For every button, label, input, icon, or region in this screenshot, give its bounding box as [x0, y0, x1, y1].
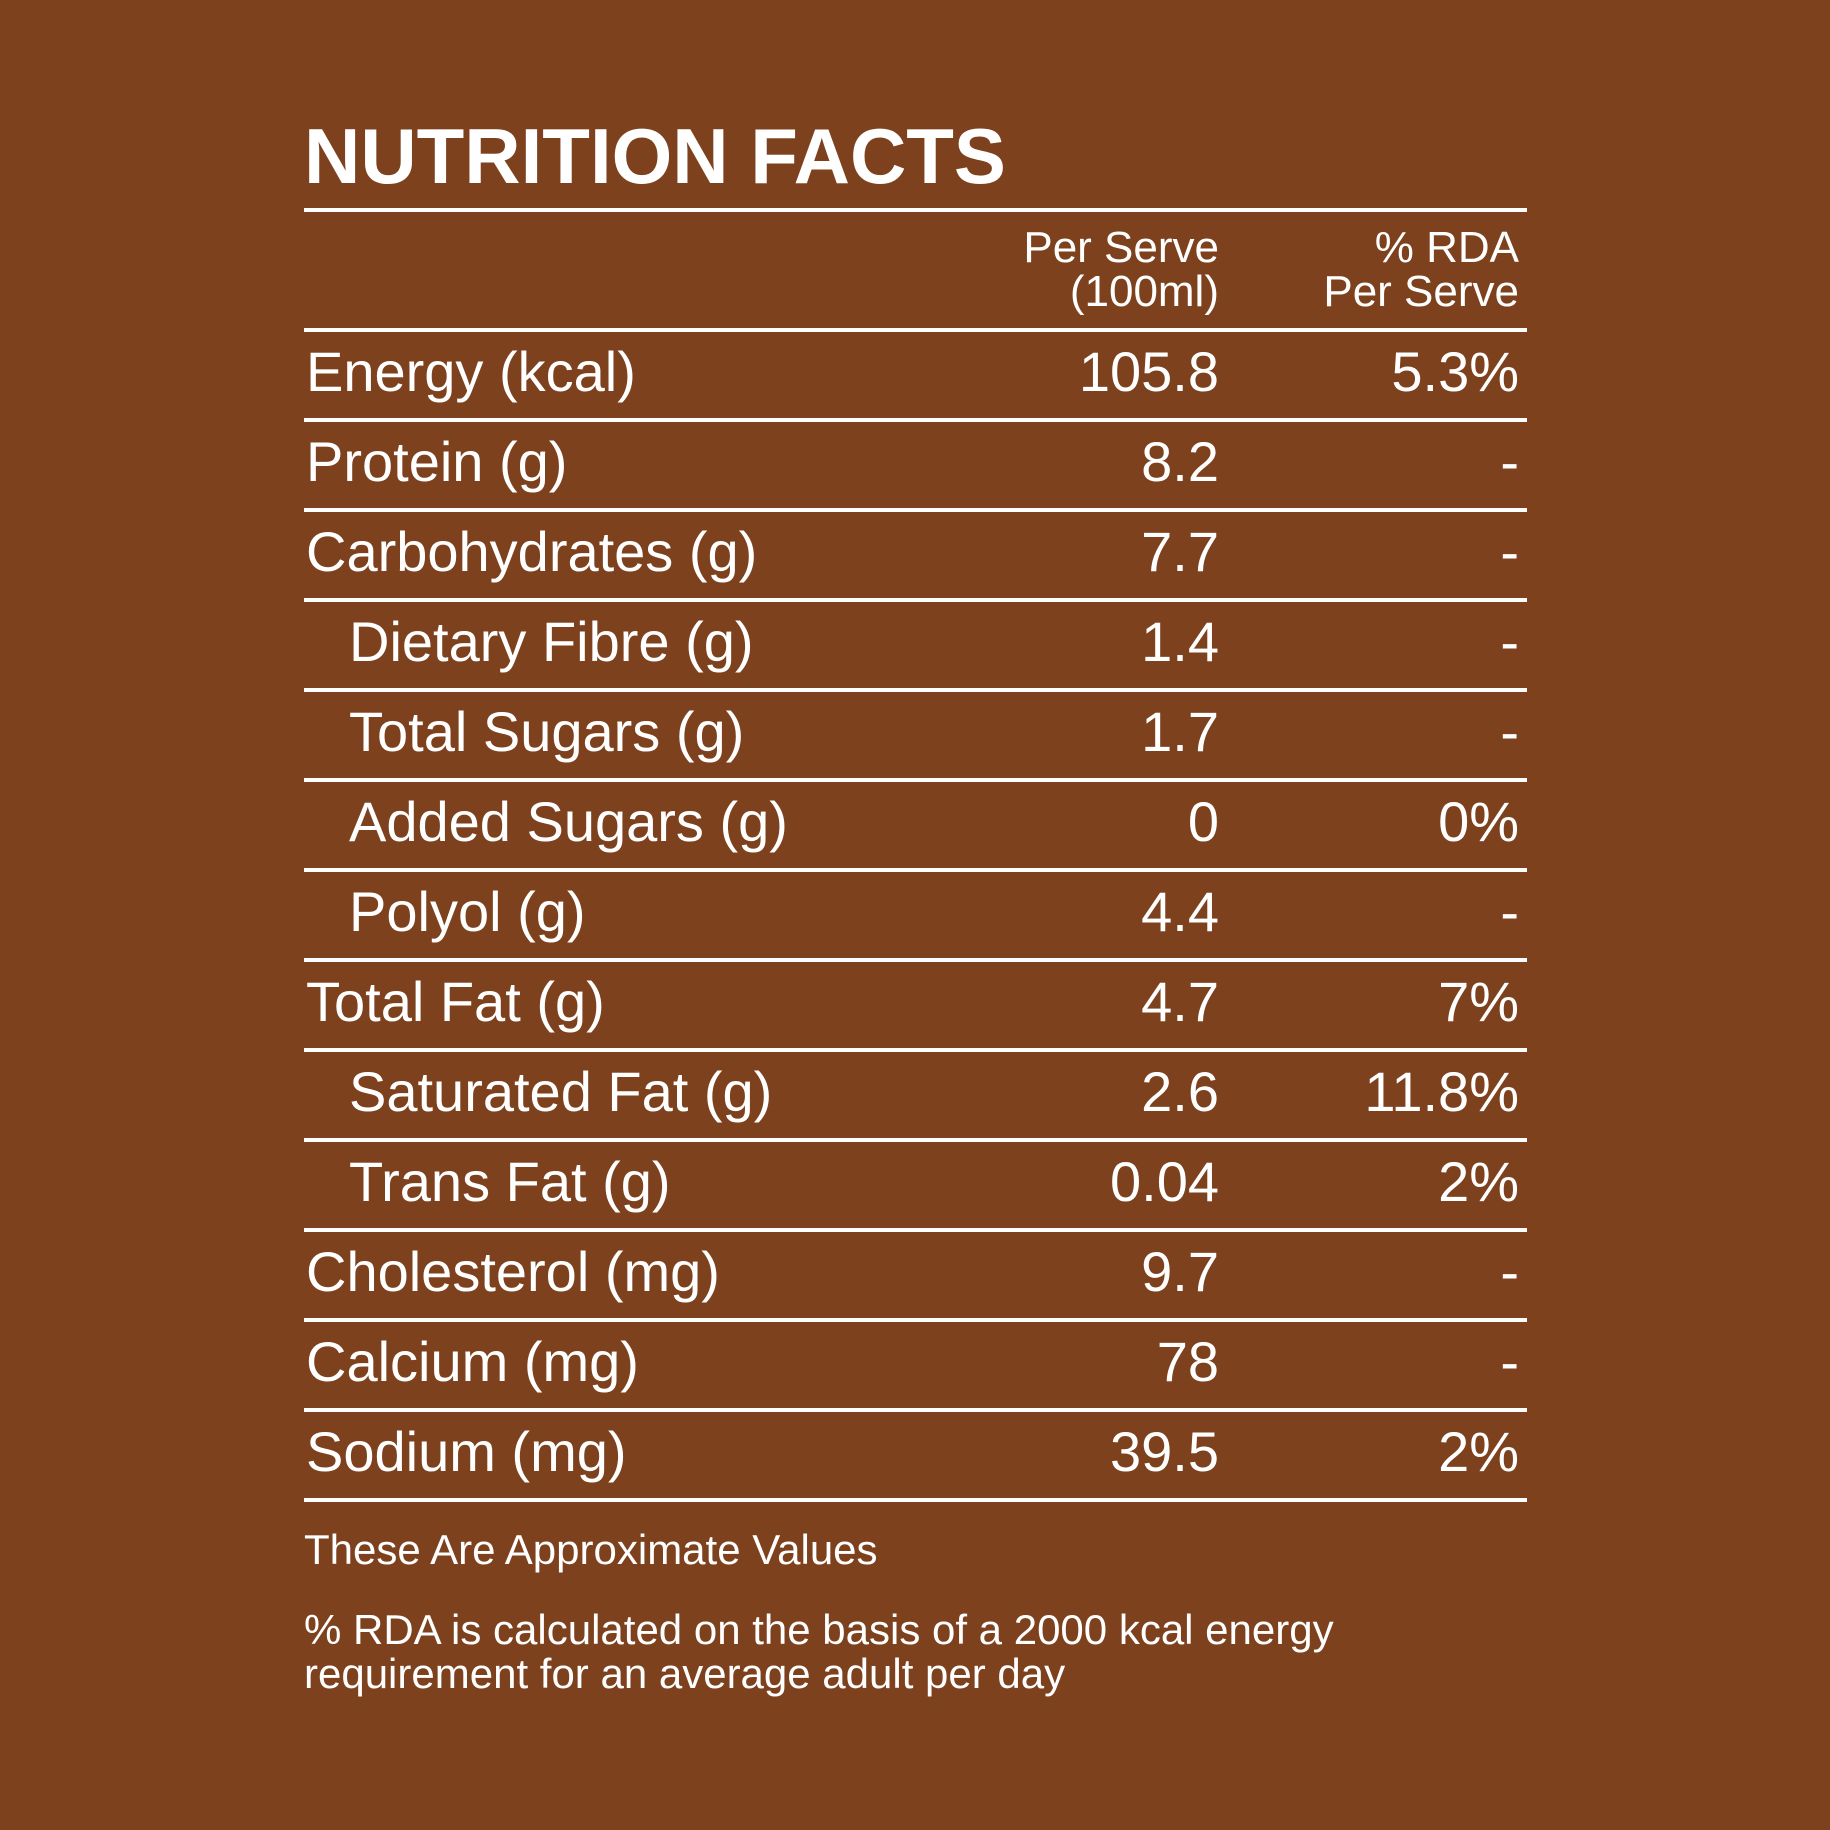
nutrient-label: Protein (g): [306, 430, 568, 493]
per-serve-value: 1.7: [1141, 700, 1219, 763]
nutrition-table-body: Energy (kcal) 105.8 5.3% Protein (g) 8.2- Car…: [304, 332, 1527, 1502]
table-header: Per Serve (100ml) % RDA Per Serve: [304, 212, 1527, 328]
nutrient-label: Carbohydrates (g): [306, 520, 758, 583]
table-row: Saturated Fat (g) 2.6 11.8%: [304, 1052, 1527, 1142]
approx-values-note-text: These Are Approximate Values: [304, 1526, 878, 1573]
table-row: Sodium (mg) 39.5 2%: [304, 1412, 1527, 1502]
per-serve-value: 2.6: [1141, 1060, 1219, 1123]
table-row: Polyol (g) 4.4 -: [304, 872, 1527, 962]
rda-value: 2%: [1438, 1150, 1519, 1213]
table-row: Added Sugars (g) 0 0%: [304, 782, 1527, 872]
column-header-per-serve: Per Serve (100ml): [1023, 226, 1219, 314]
nutrient-label: Total Sugars (g): [349, 700, 745, 763]
nutrient-label: Energy (kcal): [306, 340, 636, 403]
rda-value: 7%: [1438, 970, 1519, 1033]
rda-value: -: [1500, 520, 1519, 583]
nutrient-label: Calcium (mg): [306, 1330, 639, 1393]
column-header-rda-line-2: Per Serve: [1323, 267, 1519, 316]
column-header-rda: % RDA Per Serve: [1323, 226, 1519, 314]
rda-value: -: [1500, 700, 1519, 763]
approx-values-note: These Are Approximate Values: [304, 1528, 1544, 1572]
rda-value: 11.8%: [1364, 1060, 1519, 1123]
nutrient-label: Added Sugars (g): [349, 790, 788, 853]
nutrient-label: Total Fat (g): [306, 970, 605, 1033]
per-serve-value: 7.7: [1141, 520, 1219, 583]
nutrient-label: Trans Fat (g): [349, 1150, 671, 1213]
per-serve-value: 78: [1156, 1330, 1219, 1393]
nutrient-label: Saturated Fat (g): [349, 1060, 773, 1123]
nutrient-label: Polyol (g): [349, 880, 586, 943]
table-row: Trans Fat (g) 0.04 2%: [304, 1142, 1527, 1232]
table-row: Protein (g) 8.2 -: [304, 422, 1527, 512]
page-title: NUTRITION FACTS: [304, 112, 1006, 200]
header-rule: [304, 328, 1527, 332]
column-header-per-serve-line-2: (100ml): [1069, 267, 1219, 316]
column-header-per-serve-line-1: Per Serve: [1023, 223, 1219, 272]
rda-value: -: [1500, 880, 1519, 943]
per-serve-value: 105.8: [1078, 340, 1219, 403]
per-serve-value: 1.4: [1141, 610, 1219, 673]
nutrient-label: Sodium (mg): [306, 1420, 627, 1483]
nutrient-label: Dietary Fibre (g): [349, 610, 754, 673]
per-serve-value: 39.5: [1110, 1420, 1219, 1483]
table-row: Total Fat (g) 4.7 7%: [304, 962, 1527, 1052]
rda-value: 2%: [1438, 1420, 1519, 1483]
rda-value: 5.3%: [1391, 340, 1519, 403]
table-row: Dietary Fibre (g) 1.4 -: [304, 602, 1527, 692]
nutrient-label: Cholesterol (mg): [306, 1240, 720, 1303]
per-serve-value: 4.4: [1141, 880, 1219, 943]
table-row: Energy (kcal) 105.8 5.3%: [304, 332, 1527, 422]
per-serve-value: 4.7: [1141, 970, 1219, 1033]
rda-value: -: [1500, 1240, 1519, 1303]
rda-value: -: [1500, 610, 1519, 673]
rda-basis-note-line-1: % RDA is calculated on the basis of a 20…: [304, 1606, 1334, 1653]
per-serve-value: 9.7: [1141, 1240, 1219, 1303]
per-serve-value: 0: [1187, 790, 1219, 853]
table-row: Cholesterol (mg) 9.7 -: [304, 1232, 1527, 1322]
table-row: Carbohydrates (g) 7.7 -: [304, 512, 1527, 602]
title-rule: [304, 208, 1527, 212]
rda-value: 0%: [1438, 790, 1519, 853]
nutrition-facts-panel: NUTRITION FACTS Per Serve (100ml) % RDA …: [304, 116, 1527, 1502]
per-serve-value: 8.2: [1141, 430, 1219, 493]
rda-basis-note-line-2: requirement for an average adult per day: [304, 1650, 1066, 1697]
rda-basis-note: % RDA is calculated on the basis of a 20…: [304, 1608, 1544, 1696]
table-row: Total Sugars (g) 1.7 -: [304, 692, 1527, 782]
column-header-rda-line-1: % RDA: [1374, 223, 1519, 272]
table-row: Calcium (mg) 78 -: [304, 1322, 1527, 1412]
per-serve-value: 0.04: [1110, 1150, 1219, 1213]
rda-value: -: [1500, 1330, 1519, 1393]
rda-value: -: [1500, 430, 1519, 493]
